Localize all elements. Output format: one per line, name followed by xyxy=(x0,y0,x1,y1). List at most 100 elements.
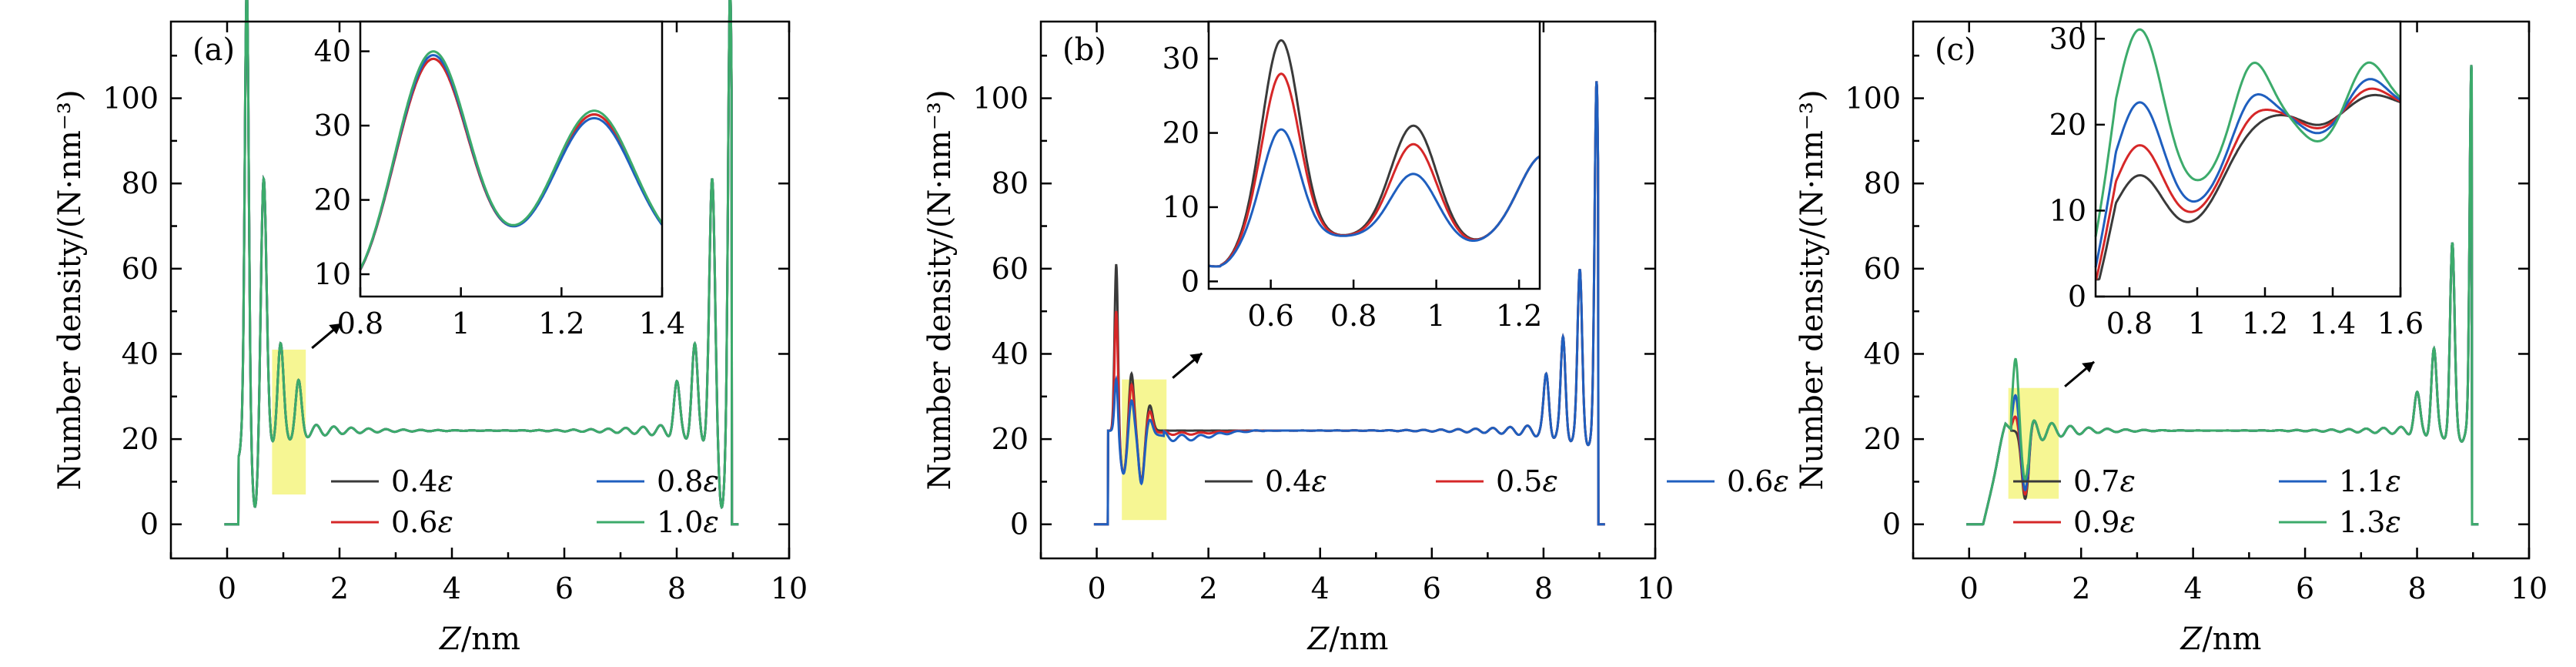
y-tick-label: 0 xyxy=(1010,508,1029,541)
legend-label: 1.3ε xyxy=(2339,505,2401,539)
inset-x-tick-label: 0.6 xyxy=(1247,299,1293,333)
y-axis-label: Number density/(N·nm⁻³) xyxy=(52,89,88,490)
inset-series-line-0.6ε xyxy=(1208,128,1541,268)
x-tick-label: 10 xyxy=(1637,571,1674,605)
x-axis-label: Z/nm xyxy=(1306,622,1389,657)
y-axis-label: Number density/(N·nm⁻³) xyxy=(1795,89,1830,490)
inset-x-tick-label: 1 xyxy=(452,307,470,340)
inset-background xyxy=(360,22,662,297)
inset-x-tick-label: 1.4 xyxy=(2310,307,2356,340)
inset-series-line-1.0ε xyxy=(359,50,664,270)
inset-x-tick-label: 1.2 xyxy=(538,307,584,340)
inset-y-tick-label: 20 xyxy=(314,183,351,217)
series-line-1.0ε xyxy=(224,0,739,526)
inset-y-tick-label: 40 xyxy=(314,35,351,69)
inset-x-tick-label: 1.6 xyxy=(2377,307,2424,340)
inset-y-tick-label: 10 xyxy=(1163,190,1199,224)
inset-frame xyxy=(2094,20,2402,298)
legend-label: 0.9ε xyxy=(2073,505,2136,539)
inset-x-tick-label: 0.8 xyxy=(2106,307,2153,340)
y-tick-label: 100 xyxy=(102,82,159,116)
x-tick-label: 0 xyxy=(1087,571,1106,605)
inset-background xyxy=(1209,22,1540,289)
legend-label: 0.6ε xyxy=(391,505,453,539)
y-tick-label: 20 xyxy=(122,422,159,456)
inset-x-tick-label: 1.2 xyxy=(2242,307,2288,340)
y-tick-label: 100 xyxy=(972,82,1029,116)
y-tick-label: 60 xyxy=(1864,252,1901,286)
inset-series-line-1.3ε xyxy=(2094,28,2402,237)
series-line-1.3ε xyxy=(1966,65,2479,526)
inset-plot: 0.8 1 1.2 1.4 1.6 0 10 20 30 xyxy=(2049,20,2424,340)
y-tick-label: 100 xyxy=(1845,82,1901,116)
y-tick-label: 40 xyxy=(992,337,1029,370)
x-tick-label: 6 xyxy=(555,571,574,605)
x-tick-label: 4 xyxy=(443,571,461,605)
inset-y-tick-label: 30 xyxy=(2049,22,2086,55)
x-tick-label: 2 xyxy=(1199,571,1218,605)
inset-x-tick-label: 0.8 xyxy=(1330,299,1377,333)
inset-y-tick-label: 0 xyxy=(2068,280,2086,313)
legend-label: 0.6ε xyxy=(1727,464,1789,498)
x-tick-label: 6 xyxy=(1423,571,1441,605)
x-tick-label: 8 xyxy=(2407,571,2426,605)
legend-label: 0.7ε xyxy=(2073,464,2136,498)
y-tick-label: 60 xyxy=(992,252,1029,286)
legend: 0.4ε 0.5ε 0.6ε xyxy=(1205,464,1789,498)
legend: 0.4ε 0.6ε 0.8ε 1.0ε xyxy=(331,464,719,539)
y-tick-label: 40 xyxy=(122,337,159,370)
panel-label: (a) xyxy=(192,32,235,68)
legend: 0.7ε 0.9ε 1.1ε 1.3ε xyxy=(2013,464,2401,539)
x-tick-label: 6 xyxy=(2296,571,2314,605)
x-axis-label: Z/nm xyxy=(438,622,520,657)
inset-y-tick-label: 10 xyxy=(314,257,351,291)
zoom-arrow-head xyxy=(2082,361,2095,373)
y-tick-label: 80 xyxy=(992,166,1029,200)
panel-label: (c) xyxy=(1935,32,1976,68)
zoom-arrow-head xyxy=(1189,353,1203,364)
inset-x-tick-label: 1.4 xyxy=(639,307,685,340)
y-axis-label: Number density/(N·nm⁻³) xyxy=(922,89,958,490)
inset-x-tick-label: 1 xyxy=(2188,307,2206,340)
x-tick-label: 8 xyxy=(667,571,686,605)
inset-y-tick-label: 0 xyxy=(1181,264,1199,298)
x-tick-label: 0 xyxy=(218,571,236,605)
inset-series-line-1.1ε xyxy=(2094,78,2401,268)
legend-label: 0.4ε xyxy=(391,464,453,498)
legend-label: 0.4ε xyxy=(1265,464,1327,498)
x-axis-label: Z/nm xyxy=(2180,622,2262,657)
x-tick-label: 4 xyxy=(1311,571,1330,605)
x-tick-label: 10 xyxy=(2511,571,2548,605)
x-tick-label: 10 xyxy=(771,571,808,605)
inset-series-line-0.7ε xyxy=(2096,93,2401,281)
legend-label: 0.5ε xyxy=(1496,464,1558,498)
y-tick-label: 40 xyxy=(1864,337,1901,370)
inset-series-line-0.9ε xyxy=(2095,87,2401,280)
panel-label: (b) xyxy=(1062,32,1106,68)
inset-y-tick-label: 30 xyxy=(314,109,351,142)
y-tick-label: 80 xyxy=(122,166,159,200)
y-tick-label: 20 xyxy=(1864,422,1901,456)
inset-plot: 0.8 1 1.2 1.4 10 20 30 40 xyxy=(314,20,685,340)
y-tick-label: 60 xyxy=(122,252,159,286)
y-tick-label: 20 xyxy=(992,422,1029,456)
x-tick-label: 2 xyxy=(330,571,349,605)
inset-background xyxy=(2096,22,2400,297)
legend-label: 0.8ε xyxy=(657,464,719,498)
legend-label: 1.1ε xyxy=(2339,464,2401,498)
y-tick-label: 0 xyxy=(140,508,159,541)
x-tick-label: 2 xyxy=(2072,571,2090,605)
inset-x-tick-label: 1.2 xyxy=(1496,299,1542,333)
inset-x-tick-label: 1 xyxy=(1427,299,1446,333)
x-tick-label: 4 xyxy=(2184,571,2203,605)
inset-frame xyxy=(359,20,664,298)
y-tick-label: 80 xyxy=(1864,166,1901,200)
x-tick-label: 0 xyxy=(1960,571,1979,605)
y-tick-label: 0 xyxy=(1882,508,1901,541)
series-line-0.6ε xyxy=(1093,81,1605,526)
x-tick-label: 8 xyxy=(1534,571,1553,605)
